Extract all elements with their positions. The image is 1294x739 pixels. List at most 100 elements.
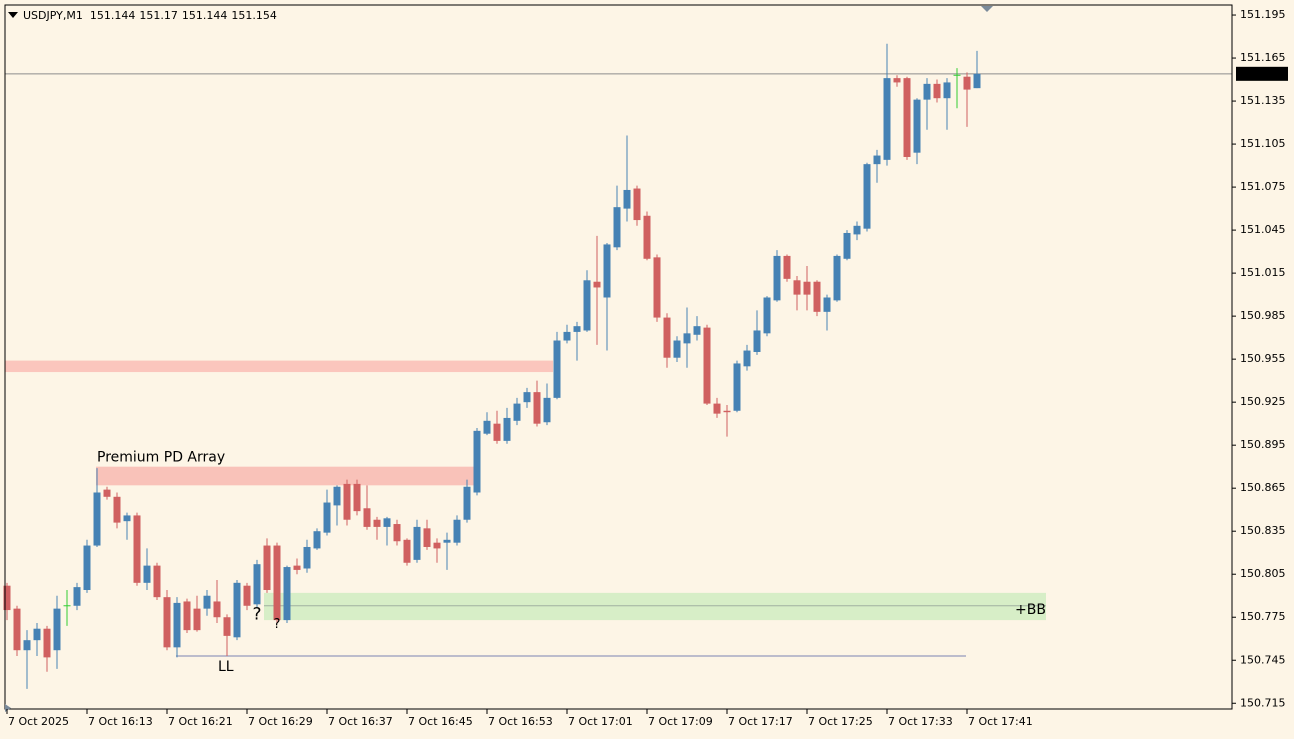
candle-body	[523, 392, 531, 403]
pd-array-label: Premium PD Array	[97, 450, 225, 466]
header-close: 151.154	[231, 9, 277, 22]
candle-body	[883, 78, 891, 160]
x-tick-label: 7 Oct 16:13	[88, 715, 153, 728]
y-tick-label: 151.015	[1240, 266, 1286, 279]
candle-body	[613, 207, 621, 248]
candle-body	[553, 340, 561, 398]
y-tick-label: 151.075	[1240, 180, 1286, 193]
x-tick-label: 7 Oct 17:09	[648, 715, 713, 728]
candle-body	[173, 602, 181, 648]
supply-zone	[5, 360, 553, 373]
candle-body	[603, 244, 611, 298]
candle-body	[93, 492, 101, 546]
x-tick-label: 7 Oct 16:37	[328, 715, 393, 728]
candle-body	[33, 628, 41, 641]
candle-body	[13, 608, 21, 651]
y-tick-label: 150.865	[1240, 481, 1286, 494]
candle-body	[683, 333, 691, 344]
y-tick-label: 150.805	[1240, 567, 1286, 580]
candle-body	[433, 542, 441, 549]
candle-body	[413, 526, 421, 560]
candle-body	[53, 608, 61, 651]
candle-body	[243, 585, 251, 606]
candle-body	[493, 423, 501, 441]
candle-body	[343, 483, 351, 520]
candle-body	[963, 76, 971, 90]
symbol: USDJPY,M1	[23, 9, 83, 22]
candle-body	[533, 392, 541, 424]
y-tick-label: 151.135	[1240, 94, 1286, 107]
candle-body	[973, 73, 981, 89]
candle-body	[223, 617, 231, 636]
candle-body	[823, 297, 831, 312]
x-tick-label: 7 Oct 17:17	[728, 715, 793, 728]
x-tick-label: 7 Oct 17:33	[888, 715, 953, 728]
x-tick-label: 7 Oct 16:29	[248, 715, 313, 728]
x-tick-label: 7 Oct 17:25	[808, 715, 873, 728]
x-tick-label: 7 Oct 16:45	[408, 715, 473, 728]
y-tick-label: 150.955	[1240, 352, 1286, 365]
candle-body	[83, 545, 91, 590]
candle-body	[673, 340, 681, 358]
candle-body	[193, 608, 201, 631]
y-tick-label: 151.045	[1240, 223, 1286, 236]
candle-body	[863, 164, 871, 229]
candle-body	[833, 255, 841, 301]
candle-body	[313, 531, 321, 549]
premium-pd-array	[96, 466, 474, 486]
candle-body	[233, 582, 241, 638]
marker: ?	[274, 617, 281, 632]
bb-zone	[264, 592, 1046, 621]
candle-body	[873, 155, 881, 165]
candle-body	[643, 215, 651, 259]
candle-body	[123, 515, 131, 522]
candle-body	[903, 78, 911, 157]
candle-body	[793, 280, 801, 295]
marker: ?	[252, 604, 261, 624]
candle-body	[333, 486, 341, 506]
shift-marker[interactable]	[981, 6, 993, 12]
plot-border	[4, 4, 1233, 710]
candle-body	[943, 82, 951, 99]
candle-body	[183, 601, 191, 631]
y-tick-label: 150.745	[1240, 653, 1286, 666]
candle-body	[653, 257, 661, 318]
candle-body	[143, 565, 151, 583]
y-tick-label: 150.985	[1240, 309, 1286, 322]
candle-body	[753, 330, 761, 352]
candle-body	[573, 326, 581, 332]
y-tick-label: 150.925	[1240, 395, 1286, 408]
candle-body	[283, 567, 291, 621]
header: USDJPY,M1 151.144 151.17 151.144 151.154	[23, 9, 277, 22]
y-tick-label: 150.715	[1240, 696, 1286, 709]
candle-body	[763, 297, 771, 334]
candle-body	[813, 281, 821, 312]
candle-body	[213, 601, 221, 618]
header-low: 151.144	[182, 9, 228, 22]
candle-body	[293, 565, 301, 570]
current-price-label: 151.154	[1240, 67, 1286, 80]
candle-body	[543, 397, 551, 423]
x-tick-label: 7 Oct 2025	[8, 715, 69, 728]
candle-body	[253, 564, 261, 605]
candle-body	[393, 524, 401, 542]
plot-area: Premium PD Array +BB LL??	[3, 43, 1232, 689]
candle-body	[783, 255, 791, 279]
candle-body	[73, 587, 81, 606]
candle-body	[503, 417, 511, 441]
candle-body	[893, 78, 901, 83]
candle-body	[633, 188, 641, 221]
candle-body	[353, 483, 361, 512]
candle-body	[153, 565, 161, 598]
candle-body	[723, 410, 731, 413]
menu-arrow[interactable]	[8, 12, 18, 18]
candle-body	[593, 281, 601, 288]
candle-body	[323, 502, 331, 533]
candle-body	[263, 545, 271, 590]
x-tick-label: 7 Oct 17:41	[968, 715, 1033, 728]
candle-body	[733, 363, 741, 411]
candle-body	[43, 628, 51, 658]
candle-body	[803, 281, 811, 295]
candle-body	[363, 508, 371, 527]
